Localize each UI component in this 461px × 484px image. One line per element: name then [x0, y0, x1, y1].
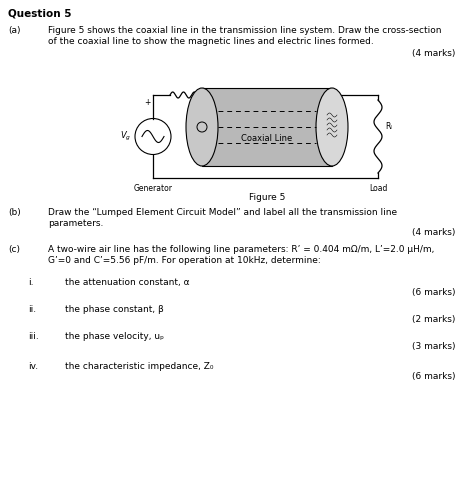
Text: ii.: ii. [28, 305, 36, 314]
Text: (a): (a) [8, 26, 20, 35]
Text: (6 marks): (6 marks) [412, 288, 455, 297]
Text: Figure 5 shows the coaxial line in the transmission line system. Draw the cross-: Figure 5 shows the coaxial line in the t… [48, 26, 442, 35]
Text: A two-wire air line has the following line parameters: R’ = 0.404 mΩ/m, L’=2.0 μ: A two-wire air line has the following li… [48, 245, 434, 254]
Text: iii.: iii. [28, 332, 39, 341]
Ellipse shape [316, 88, 348, 166]
Text: Generator: Generator [134, 184, 172, 193]
Text: (4 marks): (4 marks) [412, 49, 455, 58]
Text: the phase constant, β: the phase constant, β [65, 305, 164, 314]
Text: (b): (b) [8, 208, 21, 217]
Text: iv.: iv. [28, 362, 38, 371]
Text: the characteristic impedance, Z₀: the characteristic impedance, Z₀ [65, 362, 213, 371]
Text: Draw the “Lumped Element Circuit Model” and label all the transmission line: Draw the “Lumped Element Circuit Model” … [48, 208, 397, 217]
Bar [202, 88, 332, 166]
Text: Coaxial Line: Coaxial Line [242, 134, 293, 143]
Text: Rₗ: Rₗ [385, 122, 392, 131]
Text: (c): (c) [8, 245, 20, 254]
Text: the attenuation constant, α: the attenuation constant, α [65, 278, 189, 287]
Ellipse shape [186, 88, 218, 166]
Text: +: + [144, 98, 150, 107]
Text: parameters.: parameters. [48, 219, 103, 228]
Text: $\mathit{V_g}$: $\mathit{V_g}$ [120, 130, 131, 143]
Text: (6 marks): (6 marks) [412, 372, 455, 381]
Text: Load: Load [369, 184, 387, 193]
Text: of the coaxial line to show the magnetic lines and electric lines formed.: of the coaxial line to show the magnetic… [48, 37, 374, 46]
Text: i.: i. [28, 278, 34, 287]
Text: Question 5: Question 5 [8, 8, 71, 18]
Text: (4 marks): (4 marks) [412, 228, 455, 237]
Text: (2 marks): (2 marks) [412, 315, 455, 324]
Text: the phase velocity, uₚ: the phase velocity, uₚ [65, 332, 164, 341]
Text: G’=0 and C’=5.56 pF/m. For operation at 10kHz, determine:: G’=0 and C’=5.56 pF/m. For operation at … [48, 256, 321, 265]
Text: (3 marks): (3 marks) [412, 342, 455, 351]
Text: Figure 5: Figure 5 [249, 193, 285, 202]
